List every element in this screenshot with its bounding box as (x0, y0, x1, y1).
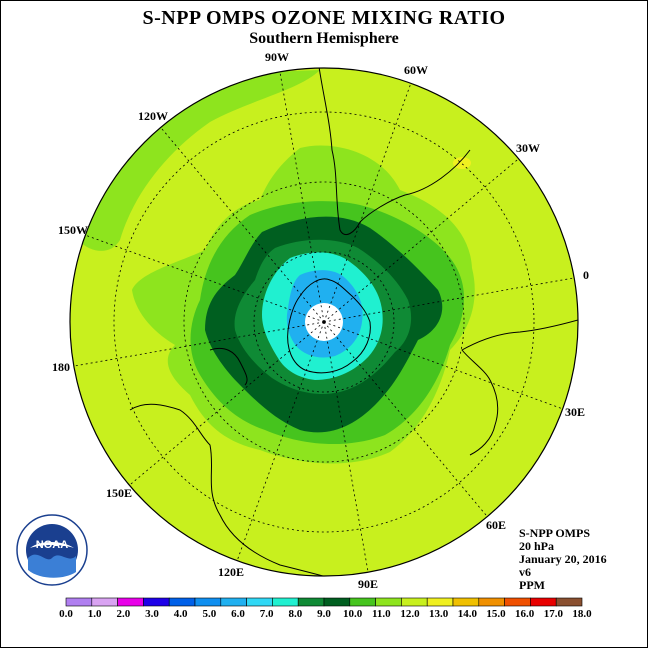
meridian-line (323, 321, 563, 410)
africa-coast (461, 319, 578, 456)
colorbar-swatch (555, 597, 583, 607)
meridian-line (236, 321, 325, 561)
meridian-line (129, 321, 325, 486)
info-instrument: S-NPP OMPS (519, 526, 590, 540)
colorbar-tick-label: 9.0 (317, 608, 331, 620)
new-zealand-coast (209, 347, 248, 386)
colorbar-tick-label: 11.0 (372, 608, 391, 620)
lon-label-180: 180 (52, 360, 70, 374)
colorbar-swatch (194, 597, 222, 607)
info-level: 20 hPa (519, 539, 555, 553)
lon-label-90w: 90W (265, 50, 289, 64)
colorbar-tick-label: 10.0 (343, 608, 363, 620)
map-title: S-NPP OMPS OZONE MIXING RATIO (142, 7, 506, 29)
colorbar-tick-label: 15.0 (486, 608, 506, 620)
noaa-logo-icon: NOAA (16, 514, 88, 586)
contour-max-patch (453, 157, 471, 169)
lon-label-60e: 60E (486, 518, 507, 532)
colorbar-swatch (452, 597, 480, 607)
colorbar-swatch (297, 597, 325, 607)
info-version: v6 (519, 565, 531, 579)
colorbar-tick-label: 4.0 (173, 608, 188, 620)
meridian-line (323, 83, 412, 323)
info-block: S-NPP OMPS 20 hPa January 20, 2016 v6 PP… (519, 527, 607, 592)
colorbar-swatch (91, 597, 118, 607)
antarctica-coast (287, 278, 371, 374)
lon-label-150e: 150E (106, 486, 133, 500)
colorbar-swatch (426, 597, 454, 607)
lon-label-90e: 90E (358, 577, 379, 591)
colorbar-swatch (220, 597, 247, 607)
meridian-line (323, 321, 488, 517)
lon-label-120w: 120W (138, 109, 168, 123)
colorbar-swatch (65, 597, 93, 607)
meridian-line (160, 127, 325, 323)
colorbar-swatch (530, 597, 557, 607)
latitude-circle (183, 181, 465, 463)
meridian-line (73, 321, 325, 367)
colorbar-swatch (375, 597, 402, 607)
lon-label-30e: 30E (565, 405, 586, 419)
info-date: January 20, 2016 (519, 552, 607, 566)
colorbar-tick-label: 3.0 (145, 608, 159, 620)
australia-coast (129, 403, 331, 576)
colorbar-swatch (323, 597, 351, 607)
colorbar-tick-label: 14.0 (457, 608, 477, 620)
lon-label-150w: 150W (58, 223, 88, 237)
colorbar-tick-label: 8.0 (288, 608, 303, 620)
colorbar-tick-label: 6.0 (231, 608, 245, 620)
latitude-circle (113, 111, 535, 533)
colorbar-swatch (401, 597, 428, 607)
map-subtitle: Southern Hemisphere (249, 30, 399, 47)
colorbar-tick-label: 7.0 (259, 608, 274, 620)
colorbar-swatch (143, 597, 170, 607)
graticule (73, 71, 575, 573)
lon-label-0: 0 (583, 268, 589, 282)
colorbar-tick-label: 13.0 (429, 608, 449, 620)
colorbar-tick-label: 5.0 (202, 608, 217, 620)
colorbar-swatch (168, 597, 196, 607)
lon-label-120e: 120E (218, 565, 245, 579)
meridian-line (85, 234, 325, 323)
colorbar-tick-label: 16.0 (515, 608, 535, 620)
colorbar-swatch (272, 597, 299, 607)
colorbar-tick-label: 17.0 (543, 608, 563, 620)
lon-label-60w: 60W (404, 63, 428, 77)
latitude-circle (253, 251, 395, 393)
meridian-line (279, 71, 325, 323)
colorbar-tick-label: 18.0 (572, 608, 592, 620)
meridian-line (323, 277, 575, 323)
colorbar-swatch (246, 597, 273, 607)
meridian-line (323, 158, 519, 323)
colorbar-tick-label: 0.0 (59, 608, 73, 620)
colorbar-tick-label: 12.0 (400, 608, 420, 620)
info-units: PPM (519, 578, 545, 592)
coastlines (129, 68, 578, 576)
meridians (73, 71, 575, 573)
colorbar-swatch (349, 597, 376, 607)
map-boundary (69, 67, 579, 577)
colorbar-tick-label: 2.0 (116, 608, 131, 620)
south-america-coast (317, 68, 471, 235)
colorbar-tick-label: 1.0 (87, 608, 102, 620)
colorbar-swatch (504, 597, 531, 607)
logo-text: NOAA (36, 539, 68, 551)
colorbar-swatch (117, 597, 144, 607)
meridian-line (323, 321, 369, 573)
colorbar-swatch (478, 597, 505, 607)
lon-label-30w: 30W (516, 141, 540, 155)
